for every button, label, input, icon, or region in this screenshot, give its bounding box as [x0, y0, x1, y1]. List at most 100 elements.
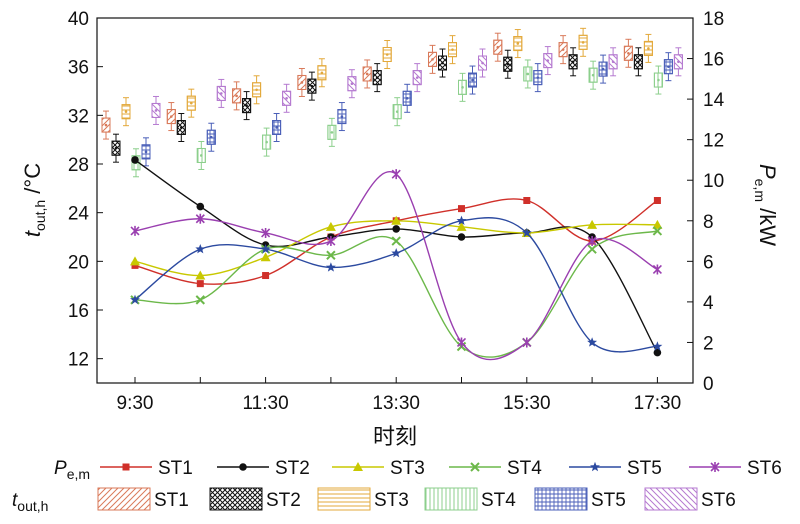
series-point [195, 270, 206, 280]
boxplot-st3 [643, 33, 653, 63]
boxplot-st4 [392, 97, 402, 127]
series-point [587, 337, 598, 347]
left-tick-label: 36 [68, 58, 89, 79]
left-tick-label: 20 [68, 252, 89, 273]
boxplot-st1 [101, 110, 111, 140]
boxplot-st2 [307, 71, 317, 101]
boxplot-st2 [111, 133, 121, 163]
series-point [587, 244, 597, 254]
right-tick-label: 10 [703, 171, 724, 192]
legend-label: ST5 [591, 490, 626, 511]
boxplot-st1 [493, 32, 503, 62]
boxplot-st6 [412, 63, 422, 93]
series-point [130, 294, 140, 305]
series-point [653, 197, 661, 204]
legend-item-line-st6: ST6 [689, 458, 782, 479]
series-point [652, 264, 662, 275]
x-tick-label: 17:30 [634, 393, 682, 414]
legend-label: ST2 [266, 490, 301, 511]
boxplot-st4 [327, 117, 337, 147]
boxplot-st6 [347, 69, 357, 99]
legend-marker [353, 462, 363, 471]
right-tick-label: 6 [703, 252, 714, 273]
x-tick-label: 13:30 [372, 393, 420, 414]
x-axis-title: 时刻 [373, 424, 417, 449]
boxplot-st5 [663, 52, 673, 82]
series-point [652, 219, 663, 229]
series-point [392, 225, 401, 233]
series-point [587, 219, 598, 229]
legend-label: ST2 [275, 458, 310, 479]
right-tick-label: 14 [703, 90, 725, 111]
series-point [391, 236, 401, 246]
series-point [131, 261, 139, 269]
legend-box-label: tout,h [12, 490, 48, 514]
series-point [326, 236, 336, 247]
boxplot-st2 [242, 91, 252, 121]
series-point [391, 169, 401, 180]
boxplot-st3 [186, 88, 196, 118]
series-point [456, 215, 467, 225]
series-point [652, 341, 663, 351]
boxplot-st2 [438, 48, 447, 78]
left-axis-title: tout,h /°C [20, 163, 48, 237]
boxplot-st4 [458, 72, 467, 102]
series-point [458, 205, 465, 213]
series-point [523, 197, 531, 204]
legend: Pe,m tout,h ST1 ST2 ST3 ST4 ST5 ST6 ST1 ST2 ST3 S… [12, 458, 782, 514]
boxplot-st5 [206, 122, 216, 152]
legend-item-box-st1: ST1 [97, 487, 189, 511]
right-tick-label: 0 [703, 374, 714, 395]
series-line [134, 159, 659, 353]
series-point [521, 227, 532, 238]
boxplot-st6 [608, 47, 618, 77]
x-axis: 9:30 11:30 13:30 15:30 17:30 [117, 377, 682, 414]
legend-label: ST3 [374, 490, 409, 511]
boxplot-st1 [232, 81, 242, 111]
boxplot-st4 [653, 65, 663, 95]
right-tick-label: 12 [703, 131, 724, 152]
legend-marker [239, 463, 247, 471]
series-point [262, 272, 270, 280]
boxplot-st4 [523, 59, 533, 89]
legend-item-line-st2: ST2 [217, 458, 310, 479]
legend-item-line-st4: ST4 [449, 458, 542, 479]
x-tick-label: 11:30 [243, 393, 289, 414]
boxplot-st1 [428, 44, 437, 74]
legend-label: ST6 [701, 490, 736, 511]
boxplot-st5 [402, 83, 412, 113]
boxplot-st3 [513, 29, 523, 59]
boxplot-st1 [297, 67, 307, 97]
legend-item-box-st4: ST4 [424, 487, 516, 511]
series-point [196, 202, 205, 211]
boxplot-st1 [166, 102, 176, 132]
boxplot-st5 [598, 54, 608, 84]
series-point [195, 295, 206, 305]
series-point [653, 348, 662, 357]
right-tick-label: 8 [703, 212, 714, 233]
boxplot-st3 [448, 35, 457, 65]
boxplot-st2 [568, 47, 578, 77]
series-point [587, 236, 597, 247]
series-point [195, 243, 206, 254]
series-point [456, 221, 467, 231]
legend-item-box-st3: ST3 [317, 487, 409, 511]
left-tick-label: 24 [68, 204, 90, 225]
legend-label: ST5 [627, 458, 662, 479]
plot-frame [96, 17, 694, 384]
left-axis: 12 16 20 24 28 32 36 40 [68, 9, 103, 371]
boxplot-st3 [121, 97, 131, 127]
legend-item-line-st3: ST3 [332, 458, 425, 479]
right-tick-label: 4 [703, 293, 714, 314]
boxplot-st3 [578, 27, 588, 57]
boxplot-st6 [673, 47, 683, 77]
series-point [131, 156, 139, 164]
legend-label: ST4 [481, 490, 516, 511]
right-axis-title: Pe,m /kW [752, 164, 780, 246]
boxplot-st2 [176, 113, 186, 142]
legend-line-label: Pe,m [54, 458, 90, 482]
boxplot-st2 [633, 47, 643, 77]
legend-label: ST6 [747, 458, 782, 479]
legend-label: ST1 [154, 490, 189, 511]
